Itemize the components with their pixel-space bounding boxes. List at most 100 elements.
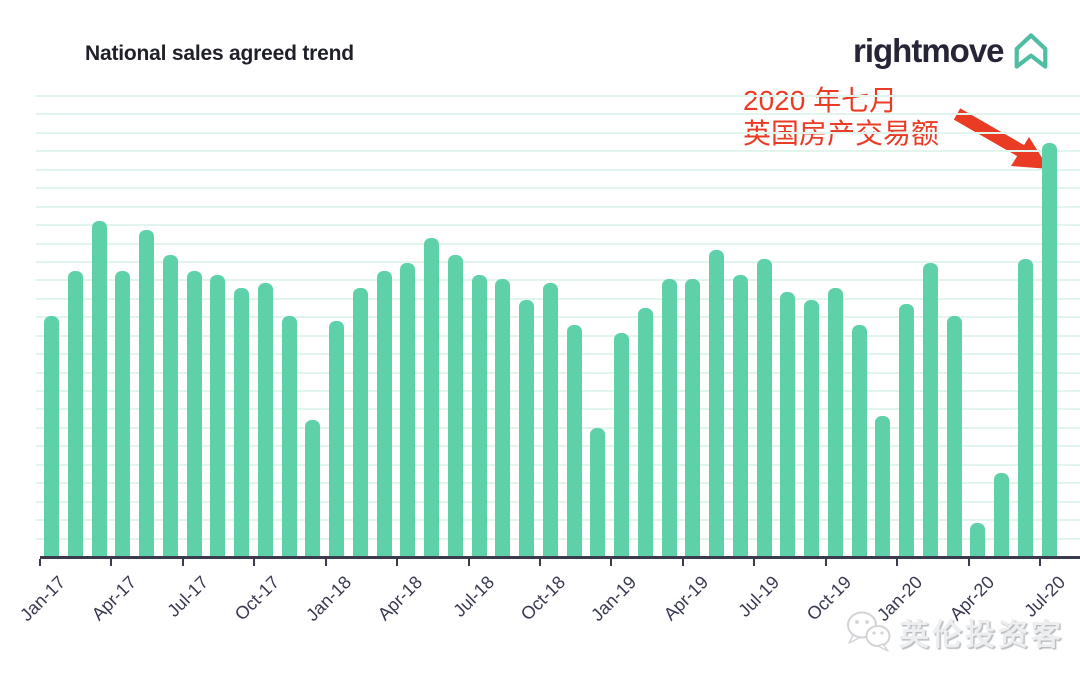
gridline <box>36 408 1080 411</box>
x-axis-tick <box>753 559 756 566</box>
bar-Mar-20 <box>946 316 962 556</box>
bar-Oct-17 <box>257 283 273 556</box>
x-axis-label-Apr-18: Apr-18 <box>373 572 427 625</box>
x-axis-tick <box>610 559 613 566</box>
gridline <box>36 113 1080 116</box>
annotation-line-1: 2020 年七月 <box>743 85 898 116</box>
bar-Jul-17 <box>186 271 202 556</box>
bar-Apr-19 <box>685 279 701 556</box>
bar-Jul-18 <box>471 275 487 556</box>
x-axis-label-Oct-18: Oct-18 <box>516 572 570 625</box>
x-axis-tick <box>253 559 256 566</box>
bar-May-19 <box>709 250 724 556</box>
gridline <box>36 297 1080 300</box>
gridline <box>36 463 1080 466</box>
gridline <box>36 242 1080 245</box>
bar-Sep-19 <box>804 300 819 556</box>
gridline <box>36 537 1080 540</box>
page-title: National sales agreed trend <box>85 42 354 65</box>
x-axis-tick <box>1039 559 1042 566</box>
bar-Sep-17 <box>234 288 249 556</box>
bar-Aug-18 <box>495 279 511 556</box>
gridline <box>36 168 1080 171</box>
x-axis-tick <box>467 559 470 566</box>
x-axis-ticks <box>39 559 1080 567</box>
gridline <box>36 445 1080 448</box>
x-axis-tick <box>396 559 399 566</box>
bar-Jun-17 <box>162 255 178 556</box>
x-axis-label-Jan-17: Jan-17 <box>16 572 70 626</box>
bar-Jul-19 <box>756 259 772 556</box>
bar-Aug-19 <box>780 292 796 556</box>
bar-May-20 <box>994 473 1009 556</box>
x-axis-tick <box>39 559 41 566</box>
bar-Dec-19 <box>875 416 891 556</box>
bar-Nov-19 <box>851 325 867 556</box>
gridline <box>36 260 1080 263</box>
gridline <box>36 353 1080 356</box>
x-axis-label-Jan-19: Jan-19 <box>587 572 641 626</box>
bar-Jun-18 <box>447 255 463 556</box>
bar-Feb-19 <box>637 308 653 556</box>
gridline <box>36 95 1080 97</box>
bar-Mar-19 <box>661 279 677 556</box>
gridline <box>36 279 1080 282</box>
rightmove-logo-text: rightmove <box>853 32 1005 69</box>
x-axis-tick <box>681 559 684 566</box>
bar-Feb-20 <box>922 263 938 556</box>
bar-May-18 <box>424 238 439 556</box>
bar-Nov-17 <box>281 316 297 556</box>
bar-Apr-20 <box>970 523 986 556</box>
plot-area <box>36 95 1080 556</box>
gridline <box>36 150 1080 153</box>
gridline <box>36 390 1080 393</box>
watermark: 英伦投资客 <box>845 610 1064 654</box>
bar-Oct-18 <box>542 283 558 556</box>
bar-Dec-18 <box>590 428 606 556</box>
gridline <box>36 426 1080 429</box>
gridline <box>36 224 1080 227</box>
gridline <box>36 205 1080 208</box>
x-axis-tick <box>967 559 970 566</box>
bar-Apr-18 <box>400 263 416 556</box>
x-axis-tick <box>824 559 827 566</box>
bar-Feb-18 <box>352 288 368 556</box>
wechat-icon <box>847 611 891 652</box>
bar-Mar-18 <box>376 271 392 556</box>
x-axis-label-Jul-17: Jul-17 <box>163 572 213 621</box>
x-axis-label-Jul-18: Jul-18 <box>448 572 498 621</box>
bar-Feb-17 <box>67 271 83 556</box>
watermark-text: 英伦投资客 <box>899 619 1064 652</box>
gridline <box>36 500 1080 503</box>
bar-Nov-18 <box>566 325 582 556</box>
x-axis-label-Jan-18: Jan-18 <box>301 572 355 626</box>
bar-Jan-17 <box>44 316 59 556</box>
bar-Sep-18 <box>519 300 534 556</box>
gridline <box>36 131 1080 134</box>
x-axis-label-Apr-19: Apr-19 <box>659 572 713 625</box>
bar-Oct-19 <box>827 288 843 556</box>
bar-Dec-17 <box>305 420 321 556</box>
gridline <box>36 187 1080 190</box>
x-axis-label-Jul-19: Jul-19 <box>734 572 784 621</box>
x-axis-tick <box>181 559 184 566</box>
x-axis-tick <box>896 559 899 566</box>
bar-May-17 <box>139 230 154 556</box>
x-axis-label-Oct-17: Oct-17 <box>231 572 284 625</box>
bar-Jan-19 <box>614 333 629 556</box>
bar-Jul-20 <box>1041 143 1057 556</box>
rightmove-logo: rightmove <box>853 30 1052 72</box>
bar-Jan-18 <box>329 321 344 556</box>
x-axis-tick <box>539 559 541 566</box>
rightmove-house-icon <box>1014 33 1047 69</box>
gridline <box>36 316 1080 319</box>
gridline <box>36 482 1080 485</box>
bar-Mar-17 <box>91 221 107 556</box>
gridline <box>36 371 1080 374</box>
gridline <box>36 334 1080 337</box>
x-axis-tick <box>110 559 113 566</box>
x-axis <box>40 556 1080 559</box>
x-axis-tick <box>324 559 327 566</box>
bar-Jun-20 <box>1017 259 1033 556</box>
